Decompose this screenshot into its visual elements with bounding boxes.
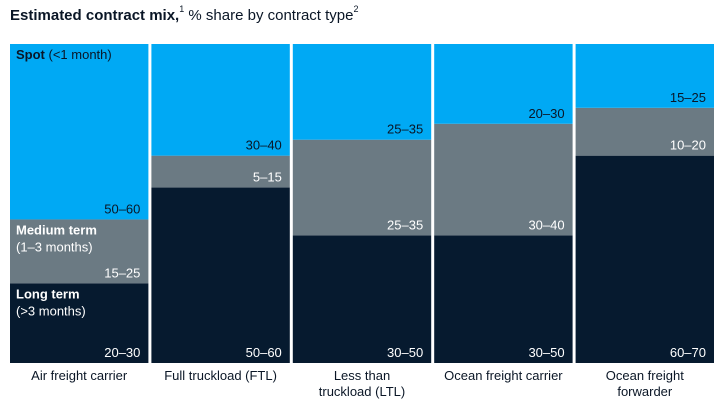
bar-segment-long	[151, 187, 290, 363]
data-label-medium: 15–25	[104, 265, 140, 280]
data-label-spot: 25–35	[387, 122, 423, 137]
bar-segment-medium	[575, 107, 714, 156]
x-tick-label: forwarder	[617, 384, 673, 399]
x-tick-label: Air freight carrier	[31, 368, 128, 383]
data-label-spot: 20–30	[528, 106, 564, 121]
bar-segment-long	[10, 283, 149, 363]
data-label-long: 50–60	[246, 345, 282, 360]
bar-segment-medium	[10, 219, 149, 284]
chart-title: Estimated contract mix,1 % share by cont…	[10, 4, 359, 25]
x-axis-labels: Air freight carrier Full truckload (FTL) L…	[31, 368, 684, 399]
x-tick-label: Ocean freight	[606, 368, 684, 383]
bar-segment-spot	[10, 44, 149, 220]
legend-long-name: Long term	[16, 286, 80, 301]
bar-segment-spot	[292, 44, 432, 140]
legend-medium-detail: (1–3 months)	[16, 239, 93, 254]
data-label-medium: 10–20	[670, 138, 706, 153]
data-label-medium: 5–15	[253, 170, 282, 185]
data-label-medium: 25–35	[387, 217, 423, 232]
bars-layer	[10, 44, 714, 363]
data-label-spot: 50–60	[104, 201, 140, 216]
bar-segment-medium	[292, 139, 432, 236]
footnote-1: 1	[179, 4, 185, 14]
data-label-long: 30–50	[528, 345, 564, 360]
bar-segment-medium	[151, 155, 290, 188]
data-label-long: 60–70	[670, 345, 706, 360]
legend-medium-name: Medium term	[16, 222, 97, 237]
data-label-long: 30–50	[387, 345, 423, 360]
bar-segment-long	[575, 155, 714, 363]
data-label-medium: 30–40	[528, 217, 564, 232]
legend-long-detail: (>3 months)	[16, 303, 86, 318]
bar-segment-spot	[151, 44, 290, 156]
legend-spot-name: Spot (<1 month)	[16, 47, 112, 62]
inline-legend: Spot (<1 month) Medium term (1–3 months) Lo…	[16, 47, 112, 318]
bar-segment-spot	[575, 44, 714, 108]
data-label-spot: 30–40	[246, 138, 282, 153]
bar-segment-long	[292, 235, 432, 363]
data-label-spot: 15–25	[670, 90, 706, 105]
bar-segment-medium	[434, 123, 573, 236]
bar-segment-spot	[434, 44, 573, 124]
data-label-long: 20–30	[104, 345, 140, 360]
x-tick-label: Less than	[334, 368, 390, 383]
x-tick-label: truckload (LTL)	[319, 384, 405, 399]
x-tick-label: Full truckload (FTL)	[164, 368, 277, 383]
footnote-2: 2	[353, 4, 359, 14]
value-labels-layer: 20–30 15–25 50–60 50–60 5–15 30–40 30–50 25–35 2…	[104, 90, 706, 360]
bar-segment-long	[434, 235, 573, 363]
x-tick-label: Ocean freight carrier	[444, 368, 563, 383]
chart-title-rest: % share by contract type	[184, 7, 354, 24]
chart-title-bold: Estimated contract mix,	[10, 7, 180, 24]
